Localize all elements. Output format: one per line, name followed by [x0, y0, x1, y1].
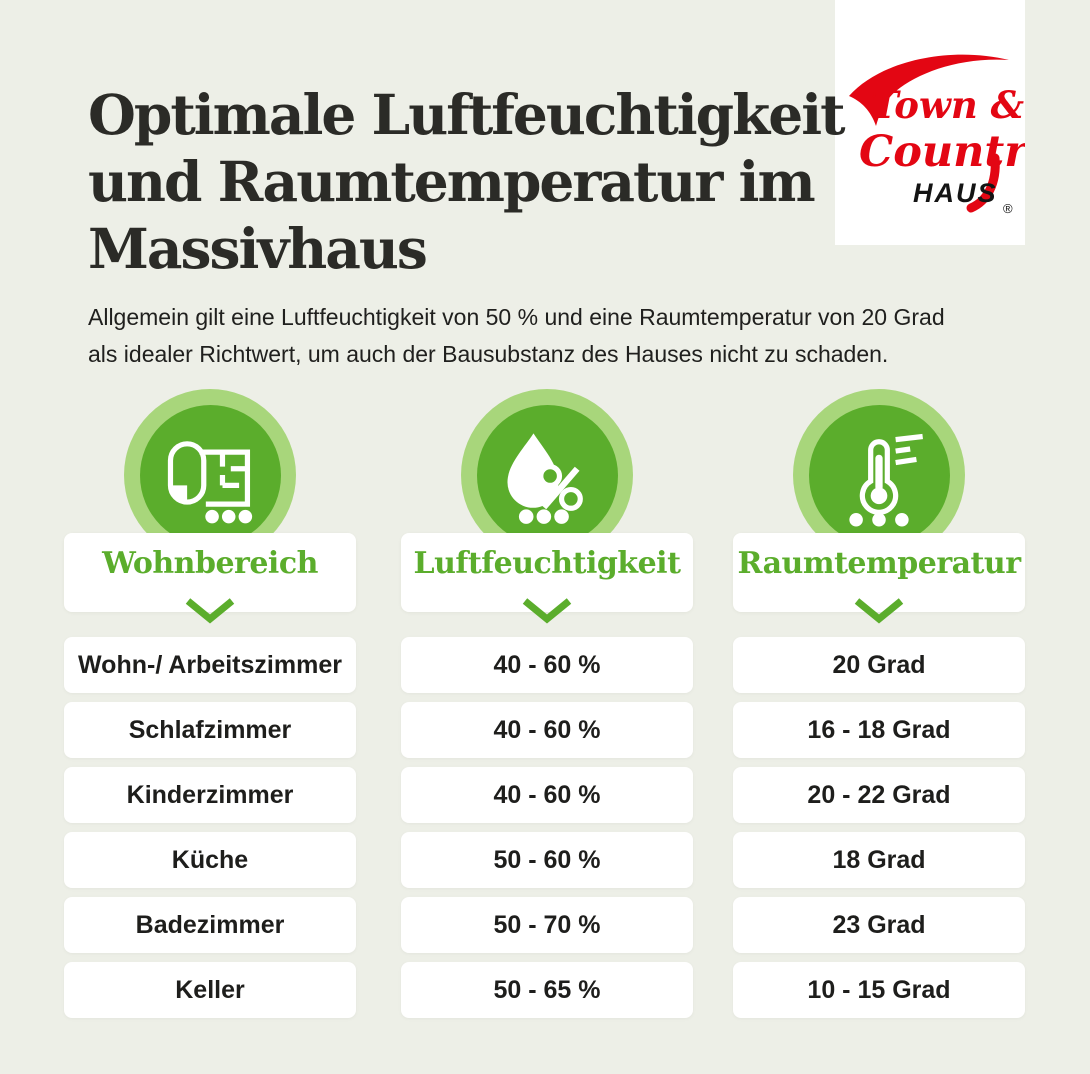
chevron-down-icon [185, 598, 235, 624]
badge-ring [124, 389, 296, 561]
town-country-logo: Town & Country HAUS ® [835, 0, 1055, 245]
page-title-line: und Raumtemperatur im [88, 148, 816, 214]
badge-circle [139, 404, 281, 546]
intro-text-line: Allgemein gilt eine Luftfeuchtigkeit von… [88, 304, 945, 330]
intro-text-line: als idealer Richtwert, um auch der Bausu… [88, 341, 889, 367]
humidity-column: 40 - 60 % 40 - 60 % 40 - 60 % 50 - 60 % … [401, 637, 693, 1018]
temperature-column: 20 Grad 16 - 18 Grad 20 - 22 Grad 18 Gra… [733, 637, 1025, 1018]
column-header-label: Raumtemperatur [737, 546, 1021, 581]
logo-y-tail [966, 153, 1000, 213]
floor-plan-badge [64, 389, 356, 561]
column-header-label: Wohnbereich [102, 546, 318, 581]
town-country-logo-art: Town & Country HAUS ® [849, 54, 1055, 216]
intro-text: Allgemein gilt eine Luftfeuchtigkeit von… [88, 299, 1048, 373]
temperature-cell: 20 - 22 Grad [733, 767, 1025, 823]
thermometer-icon [849, 433, 923, 527]
room-cell: Badezimmer [64, 897, 356, 953]
column-header-label: Luftfeuchtigkeit [413, 546, 681, 581]
humidity-cell: 50 - 65 % [401, 962, 693, 1018]
humidity-cell: 40 - 60 % [401, 702, 693, 758]
page-title-line: Massivhaus [88, 215, 428, 281]
temperature-cell: 20 Grad [733, 637, 1025, 693]
page-title: Optimale Luftfeuchtigkeit und Raumtemper… [88, 81, 848, 282]
logo-swoosh [849, 54, 1009, 126]
logo-registered-mark: ® [1003, 201, 1013, 216]
column-header-luftfeuchtigkeit: Luftfeuchtigkeit [401, 533, 693, 624]
badge-circle [808, 404, 950, 546]
page-title-line: Optimale Luftfeuchtigkeit [88, 81, 846, 147]
room-column: Wohn-/ Arbeitszimmer Schlafzimmer Kinder… [64, 637, 356, 1018]
room-cell: Küche [64, 832, 356, 888]
humidity-badge [401, 389, 693, 561]
humidity-cell: 50 - 70 % [401, 897, 693, 953]
chevron-down-icon [854, 598, 904, 624]
column-header-raumtemperatur: Raumtemperatur [733, 533, 1025, 624]
chevron-down-icon [522, 598, 572, 624]
humidity-cell: 50 - 60 % [401, 832, 693, 888]
humidity-percent-icon [507, 433, 583, 524]
temperature-cell: 10 - 15 Grad [733, 962, 1025, 1018]
temperature-cell: 18 Grad [733, 832, 1025, 888]
logo-haus-text: HAUS [913, 178, 998, 208]
temperature-cell: 16 - 18 Grad [733, 702, 1025, 758]
room-cell: Kinderzimmer [64, 767, 356, 823]
room-cell: Keller [64, 962, 356, 1018]
humidity-cell: 40 - 60 % [401, 767, 693, 823]
temperature-cell: 23 Grad [733, 897, 1025, 953]
room-cell: Wohn-/ Arbeitszimmer [64, 637, 356, 693]
badge-ring [793, 389, 965, 561]
temperature-badge [733, 389, 1025, 561]
badge-circle [476, 404, 618, 546]
floor-plan-icon [167, 441, 253, 524]
logo-country-text: Country [859, 127, 1025, 177]
logo-town-text: Town & [871, 83, 1024, 127]
column-header-wohnbereich: Wohnbereich [64, 533, 356, 624]
humidity-cell: 40 - 60 % [401, 637, 693, 693]
badge-ring [461, 389, 633, 561]
room-cell: Schlafzimmer [64, 702, 356, 758]
